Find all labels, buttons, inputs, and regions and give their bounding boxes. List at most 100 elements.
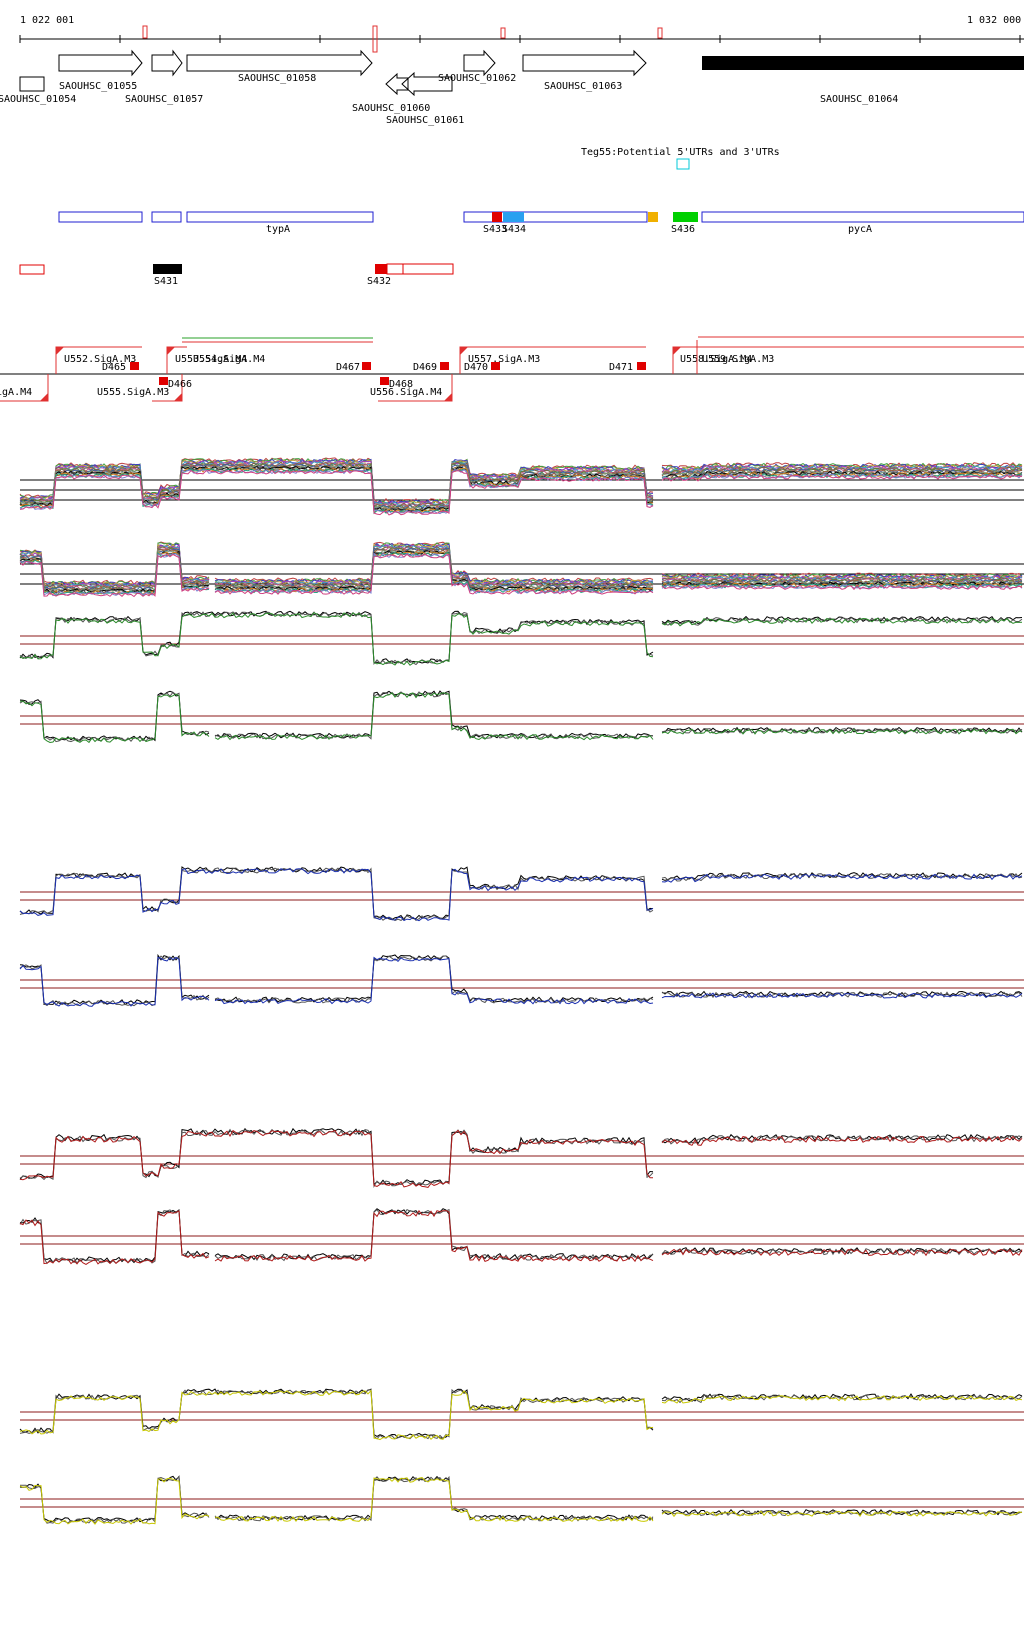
operon-feature[interactable] <box>151 211 182 223</box>
gene-label-01063: SAOUHSC_01063 <box>544 81 622 92</box>
srna-feature[interactable] <box>19 264 45 275</box>
gene-saouhsc-01056[interactable] <box>151 49 183 77</box>
label-u553: U553.SigA.M4 <box>175 354 247 365</box>
expression-track-yellow-reverse <box>19 1475 1024 1525</box>
expression-track-green-forward <box>19 610 1024 666</box>
label-u559: U559.SigA.M3 <box>702 354 774 365</box>
operon-feature[interactable] <box>58 211 143 223</box>
terminator-d469[interactable] <box>440 362 449 370</box>
expression-curve <box>19 469 1023 516</box>
expression-track-blue-forward <box>19 866 1024 922</box>
gene-label-01061: SAOUHSC_01061 <box>386 115 464 126</box>
utr-track-label: Teg55:Potential 5'UTRs and 3'UTRs <box>581 147 780 158</box>
label-d465: D465 <box>102 362 126 373</box>
ruler-marker <box>500 27 506 39</box>
ruler-marker <box>372 25 378 53</box>
gene-label-01060: SAOUHSC_01060 <box>352 103 430 114</box>
ruler-ticks <box>19 35 1021 43</box>
expression-curve <box>19 692 1023 744</box>
srna-s431[interactable] <box>153 264 182 274</box>
srna-s432-part[interactable] <box>375 264 387 274</box>
srna-s436[interactable] <box>673 212 698 222</box>
label-d469: D469 <box>413 362 437 373</box>
label-d471: D471 <box>609 362 633 373</box>
utr-track: Teg55:Potential 5'UTRs and 3'UTRs <box>581 147 780 170</box>
label-u558: U558.SigA.M4 <box>680 354 752 365</box>
expression-curve <box>19 553 1023 598</box>
expression-curve <box>19 1477 1023 1525</box>
gene-saouhsc-01062[interactable] <box>463 49 496 77</box>
gene-label-01062: SAOUHSC_01062 <box>438 73 516 84</box>
coordinate-ruler: 1 022 001 1 032 000 <box>19 15 1024 53</box>
gene-saouhsc-01063[interactable] <box>522 49 647 77</box>
operon-track: typA S433 S434 S436 pycA <box>58 211 1024 235</box>
operon-feature-typA[interactable] <box>186 211 374 223</box>
terminator-d466[interactable] <box>159 377 168 385</box>
gene-label-01058: SAOUHSC_01058 <box>238 73 316 84</box>
terminator-d470[interactable] <box>491 362 500 370</box>
gene-saouhsc-01059[interactable] <box>385 72 409 96</box>
terminator-d468[interactable] <box>380 377 389 385</box>
ruler-start-label: 1 022 001 <box>20 15 74 26</box>
label-d470: D470 <box>464 362 488 373</box>
label-u554: U554.SigA.M4 <box>193 354 265 365</box>
label-s433: S433 <box>483 224 507 235</box>
label-u555: U555.SigA.M3 <box>97 387 169 398</box>
ruler-end-label: 1 032 000 <box>967 15 1021 26</box>
expression-curve <box>19 611 1023 666</box>
promoter-track: U552.SigA.M3 U553.SigA.M4 U554.SigA.M4 S… <box>0 336 1024 402</box>
label-s434: S434 <box>502 224 526 235</box>
expression-curve <box>19 956 1023 1007</box>
gene-saouhsc-01058[interactable] <box>186 49 373 77</box>
expression-curve <box>19 1389 1023 1441</box>
label-d466: D466 <box>168 379 192 390</box>
label-s432: S432 <box>367 276 391 287</box>
expression-curve <box>19 612 1023 666</box>
ruler-marker <box>657 27 663 39</box>
expression-curve <box>19 1129 1023 1188</box>
expression-curve <box>19 1388 1023 1439</box>
gene-saouhsc-01055[interactable] <box>58 49 143 77</box>
expression-track-blue-reverse <box>19 953 1024 1007</box>
expression-curve <box>19 1209 1023 1265</box>
expression-track-red-reverse <box>19 1208 1024 1265</box>
terminator-d465[interactable] <box>130 362 139 370</box>
label-d468: D468 <box>389 379 413 390</box>
srna-s434[interactable] <box>503 212 524 222</box>
srna-s432-part[interactable] <box>386 263 404 275</box>
gene-saouhsc-01060[interactable] <box>401 71 453 97</box>
gene-track: SAOUHSC_01054 SAOUHSC_01055 SAOUHSC_0105… <box>0 49 1024 126</box>
expression-curve <box>19 1388 1023 1440</box>
label-u556: U556.SigA.M4 <box>370 387 442 398</box>
label-u557: U557.SigA.M3 <box>468 354 540 365</box>
gene-label-01055: SAOUHSC_01055 <box>59 81 137 92</box>
label-d467: D467 <box>336 362 360 373</box>
operon-feature-pycA[interactable] <box>701 211 1024 223</box>
srna-s433[interactable] <box>492 212 502 222</box>
label-sigA-left: SigA.M4 <box>0 387 32 398</box>
gene-label-01064: SAOUHSC_01064 <box>820 94 898 105</box>
terminator-d471[interactable] <box>637 362 646 370</box>
expression-track-green-reverse <box>19 690 1024 744</box>
terminator-d467[interactable] <box>362 362 371 370</box>
gene-saouhsc-01054[interactable] <box>19 76 45 92</box>
label-s436: S436 <box>671 224 695 235</box>
expression-curve <box>19 461 1023 508</box>
expression-track-multi-reverse <box>19 541 1024 598</box>
utr-feature[interactable] <box>676 158 690 170</box>
expression-track-multi-forward <box>19 457 1024 516</box>
gene-label-01057: SAOUHSC_01057 <box>125 94 203 105</box>
ruler-marker <box>142 25 148 39</box>
srna-s435[interactable] <box>648 212 658 222</box>
operon-label-pycA: pycA <box>848 224 872 235</box>
expression-track-yellow-forward <box>19 1388 1024 1441</box>
operon-feature[interactable] <box>463 211 648 223</box>
expression-curve <box>19 868 1023 922</box>
label-u552: U552.SigA.M3 <box>64 354 136 365</box>
gene-label-01054: SAOUHSC_01054 <box>0 94 76 105</box>
srna-track: S431 S432 <box>19 263 454 287</box>
expression-track-red-forward <box>19 1127 1024 1188</box>
srna-s432-part[interactable] <box>402 263 454 275</box>
gene-saouhsc-01064[interactable] <box>702 56 1024 70</box>
